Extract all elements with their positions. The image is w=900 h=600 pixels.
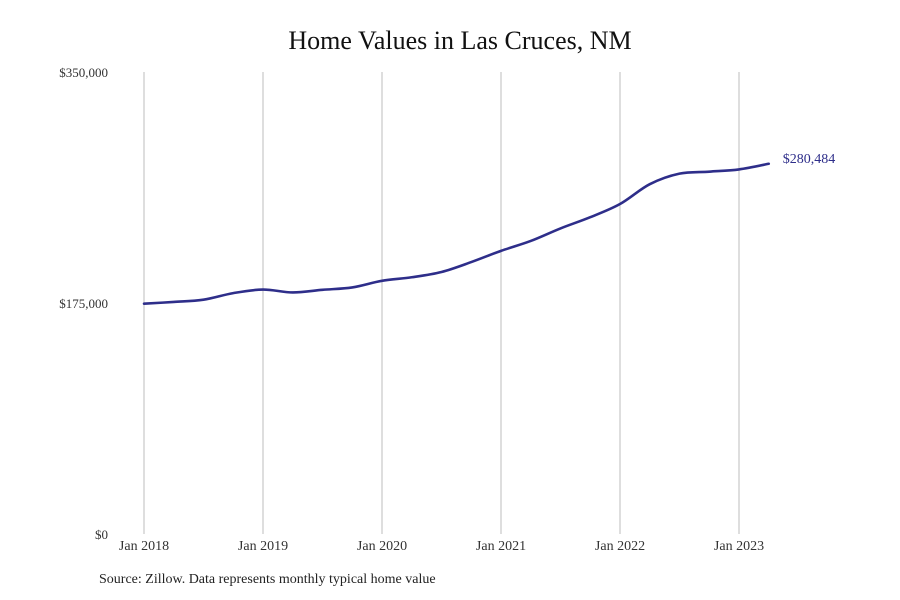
x-axis-labels: Jan 2018 Jan 2019 Jan 2020 Jan 2021 Jan 2022… [119,539,764,554]
x-tick-label: Jan 2018 [119,539,169,554]
x-tick-label: Jan 2023 [714,539,764,554]
y-tick-label: $175,000 [59,296,108,311]
series-layer [142,162,771,305]
y-axis-labels: $0 $175,000 $350,000 [59,65,108,542]
x-tick-label: Jan 2022 [595,539,645,554]
end-value-label: $280,484 [783,152,836,167]
x-tick-label: Jan 2021 [476,539,526,554]
x-tick-label: Jan 2019 [238,539,288,554]
x-tick-label: Jan 2020 [357,539,407,554]
chart-title: Home Values in Las Cruces, NM [288,26,632,55]
end-label-layer: $280,484 [783,152,836,167]
y-tick-label: $0 [95,527,108,542]
gridlines [143,72,740,534]
source-note: Source: Zillow. Data represents monthly … [99,572,436,587]
y-tick-label: $350,000 [59,65,108,80]
series-line-home-value [142,162,771,305]
